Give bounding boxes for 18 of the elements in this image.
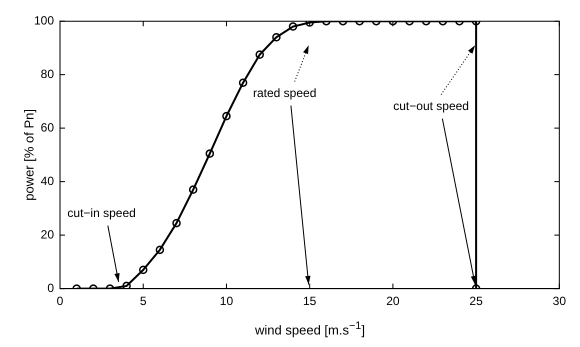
x-tick-label: 0: [56, 294, 64, 308]
x-axis-title: wind speed [m.s$^{−1}$]: [254, 318, 366, 339]
y-tick-label: 60: [40, 120, 54, 134]
annotation: cut−out speed: [393, 98, 469, 113]
y-tick-label: 40: [40, 174, 54, 188]
y-tick-label: 80: [40, 66, 54, 81]
x-tick-label: 30: [552, 294, 566, 308]
y-tick-label: 20: [40, 227, 54, 242]
x-tick-label: 5: [140, 294, 147, 308]
annotation: rated speed: [252, 86, 316, 100]
y-axis-title: power [% of Pn]: [22, 109, 37, 201]
x-tick-label: 25: [469, 294, 484, 308]
y-tick-label: 0: [47, 280, 54, 295]
annotation: cut−in speed: [67, 206, 136, 220]
x-tick-label: 20: [386, 294, 400, 308]
y-tick-label: 100: [34, 14, 54, 28]
x-tick-label: 15: [302, 294, 317, 308]
x-tick-label: 10: [220, 294, 234, 308]
